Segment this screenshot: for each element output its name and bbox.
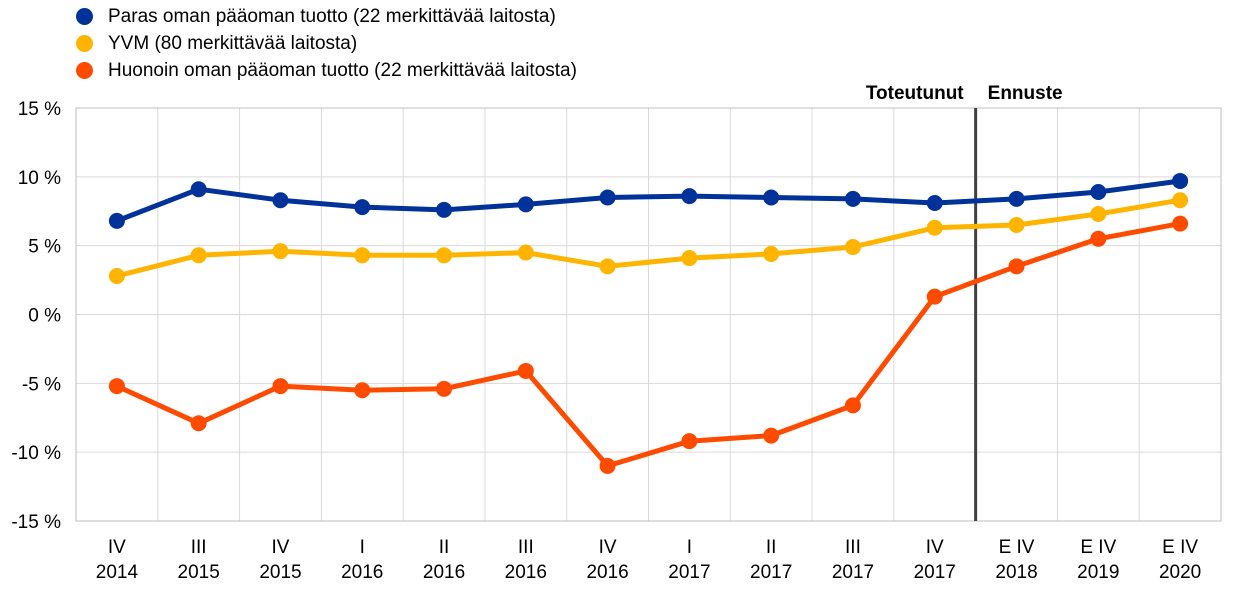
x-tick-label-quarter: E IV xyxy=(1080,537,1116,558)
legend-marker-best xyxy=(76,8,93,25)
x-tick-label-quarter: E IV xyxy=(999,537,1035,558)
series-2-point xyxy=(190,415,207,432)
series-2-point xyxy=(354,382,371,399)
series-0-point xyxy=(354,199,371,216)
series-0-point xyxy=(517,196,534,213)
y-tick-label: 5 % xyxy=(28,237,61,258)
series-1-point xyxy=(1172,192,1189,209)
x-tick-label-quarter: E IV xyxy=(1162,537,1198,558)
x-tick-label-year: 2016 xyxy=(586,562,628,583)
series-1-point xyxy=(354,247,371,264)
series-2-point xyxy=(681,433,698,450)
y-tick-label: 10 % xyxy=(18,168,61,189)
series-1-point xyxy=(763,245,780,262)
series-line-0 xyxy=(115,178,1181,224)
y-tick-label: 0 % xyxy=(28,306,61,327)
legend-marker-worst xyxy=(76,62,93,79)
legend-item-worst: Huonoin oman pääoman tuotto (22 merkittä… xyxy=(76,57,577,84)
x-tick-label-year: 2015 xyxy=(178,562,220,583)
x-tick-label-year: 2017 xyxy=(832,562,874,583)
series-1-point xyxy=(190,247,207,264)
x-tick-label-year: 2018 xyxy=(995,562,1037,583)
x-tick-label-quarter: II xyxy=(439,537,450,558)
y-tick-label: 15 % xyxy=(18,99,61,120)
legend: Paras oman pääoman tuotto (22 merkittävä… xyxy=(76,3,577,84)
series-2-point xyxy=(844,397,861,414)
series-0-point xyxy=(436,201,453,218)
legend-marker-ssm xyxy=(76,35,93,52)
series-0-point xyxy=(108,212,125,229)
series-2-point xyxy=(517,362,534,379)
series-2-point xyxy=(272,378,289,395)
x-tick-label-year: 2017 xyxy=(914,562,956,583)
series-0-point xyxy=(1172,172,1189,189)
y-tick-labels: 15 % 10 % 5 % 0 % -5 % -10 % -15 % xyxy=(11,99,61,533)
x-tick-label-year: 2019 xyxy=(1077,562,1119,583)
series-2-point xyxy=(1008,258,1025,275)
x-tick-label-year: 2017 xyxy=(750,562,792,583)
series-2-point xyxy=(1090,230,1107,247)
series-1-point xyxy=(926,219,943,236)
series-0-point xyxy=(599,189,616,206)
series-2-point xyxy=(108,378,125,395)
x-tick-label-year: 2017 xyxy=(668,562,710,583)
x-tick-label-quarter: III xyxy=(518,537,534,558)
series-0-point xyxy=(844,190,861,207)
series-1-point xyxy=(1090,206,1107,223)
plot-frame xyxy=(75,107,1222,522)
series-0-point xyxy=(681,188,698,205)
axes xyxy=(75,107,1222,522)
series-0-point xyxy=(763,189,780,206)
legend-label-ssm: YVM (80 merkittävää laitosta) xyxy=(108,32,358,54)
series-0-point xyxy=(1090,183,1107,200)
series-1-point xyxy=(1008,217,1025,234)
series-2-point xyxy=(599,457,616,474)
x-tick-label-year: 2020 xyxy=(1159,562,1201,583)
series-1-point xyxy=(108,267,125,284)
legend-label-worst: Huonoin oman pääoman tuotto (22 merkittä… xyxy=(108,59,577,81)
series-0-point xyxy=(190,181,207,198)
x-tick-label-quarter: IV xyxy=(271,537,289,558)
x-tick-label-quarter: I xyxy=(360,537,365,558)
series-2-point xyxy=(926,288,943,305)
series-1-point xyxy=(272,243,289,260)
x-tick-label-quarter: IV xyxy=(926,537,944,558)
forecast-label: Ennuste xyxy=(988,83,1063,104)
series-group xyxy=(108,172,1189,474)
series-1-point xyxy=(681,250,698,267)
series-line-2 xyxy=(115,221,1181,469)
series-0-point xyxy=(1008,190,1025,207)
x-tick-label-year: 2015 xyxy=(259,562,301,583)
series-2-point xyxy=(436,380,453,397)
x-tick-labels: IV2014III2015IV2015I2016II2016III2016IV2… xyxy=(96,537,1201,583)
x-tick-label-quarter: III xyxy=(845,537,861,558)
legend-item-ssm: YVM (80 merkittävää laitosta) xyxy=(76,30,577,57)
legend-item-best: Paras oman pääoman tuotto (22 merkittävä… xyxy=(76,3,577,30)
series-1-point xyxy=(599,258,616,275)
series-1-point xyxy=(436,247,453,264)
y-tick-label: -10 % xyxy=(11,443,61,464)
x-tick-label-quarter: III xyxy=(191,537,207,558)
legend-label-best: Paras oman pääoman tuotto (22 merkittävä… xyxy=(108,5,556,27)
series-1-point xyxy=(517,244,534,261)
x-tick-label-quarter: II xyxy=(766,537,777,558)
x-tick-label-year: 2016 xyxy=(341,562,383,583)
series-2-point xyxy=(763,427,780,444)
series-1-point xyxy=(844,239,861,256)
series-2-point xyxy=(1172,215,1189,232)
series-0-point xyxy=(272,192,289,209)
x-tick-label-quarter: I xyxy=(687,537,692,558)
realized-label: Toteutunut xyxy=(866,83,964,104)
series-0-point xyxy=(926,194,943,211)
y-tick-label: -5 % xyxy=(22,374,61,395)
y-tick-label: -15 % xyxy=(11,512,61,533)
x-tick-label-year: 2014 xyxy=(96,562,139,583)
grid-lines xyxy=(76,107,1221,522)
x-tick-label-year: 2016 xyxy=(423,562,465,583)
series-line-1 xyxy=(116,197,1181,279)
x-tick-label-year: 2016 xyxy=(505,562,547,583)
x-tick-label-quarter: IV xyxy=(599,537,617,558)
x-tick-label-quarter: IV xyxy=(108,537,126,558)
